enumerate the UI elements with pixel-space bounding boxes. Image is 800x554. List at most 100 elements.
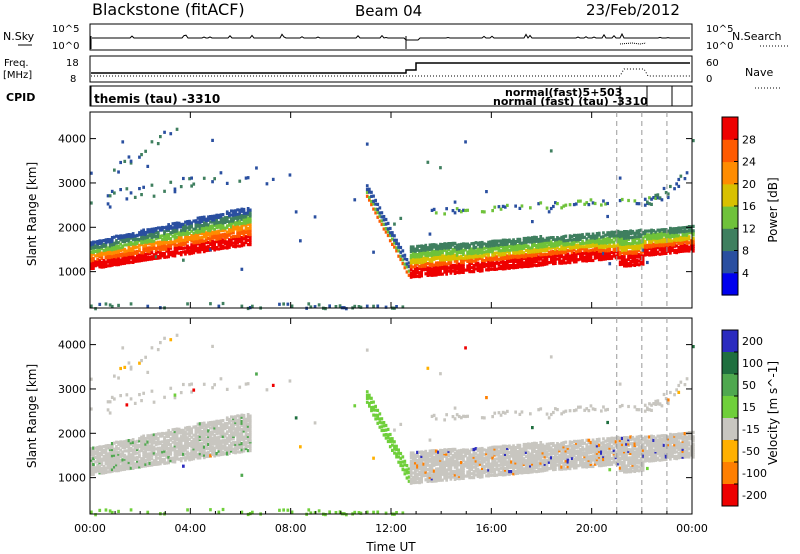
velocity-cell: [117, 466, 120, 470]
power-cell: [683, 239, 687, 243]
velocity-cell: [171, 428, 175, 432]
power-cell: [677, 250, 681, 254]
velocity-cell: [96, 456, 99, 460]
power-cell: [585, 237, 589, 241]
power-cell: [244, 216, 248, 221]
velocity-cell: [182, 430, 185, 434]
power-cell: [146, 228, 150, 232]
velocity-cell: [152, 439, 156, 443]
power-cell: [186, 244, 189, 248]
power-cell: [207, 215, 210, 219]
power-cell: [591, 252, 595, 256]
velocity-cell: [380, 417, 384, 421]
velocity-cell: [144, 450, 147, 454]
power-cell: [205, 217, 208, 221]
power-cell: [159, 240, 162, 244]
power-cell: [424, 253, 428, 258]
velocity-cell: [165, 455, 168, 459]
power-cell: [110, 254, 114, 258]
power-cell: [403, 262, 407, 266]
power-cell: [265, 182, 269, 186]
power-cell: [608, 256, 612, 261]
power-cell: [209, 240, 212, 245]
power-cell: [593, 244, 597, 248]
power-cell: [98, 261, 102, 266]
velocity-cell: [430, 473, 434, 477]
power-cell: [123, 247, 127, 251]
power-cell: [418, 252, 421, 256]
power-cell: [374, 211, 377, 215]
velocity-cell: [451, 475, 455, 479]
velocity-cell: [503, 462, 507, 467]
power-cell: [161, 241, 164, 246]
velocity-cell: [236, 428, 239, 432]
power-cell: [221, 244, 225, 248]
velocity-cell: [173, 454, 177, 458]
power-cell: [689, 243, 693, 247]
power-cell: [242, 229, 246, 233]
velocity-cell: [207, 446, 210, 450]
power-cell: [441, 262, 444, 266]
power-cell: [608, 237, 612, 241]
power-cell: [620, 249, 624, 253]
power-cell: [238, 232, 242, 236]
velocity-cell: [290, 510, 294, 514]
velocity-cell: [365, 348, 369, 352]
velocity-cell: [173, 460, 177, 464]
power-cell: [506, 240, 509, 244]
power-cell: [236, 216, 239, 220]
velocity-cell: [403, 459, 407, 463]
velocity-cell: [430, 479, 434, 483]
velocity-cell: [411, 463, 415, 467]
velocity-cell: [215, 419, 219, 423]
velocity-cell: [503, 458, 507, 462]
velocity-cell: [136, 459, 139, 463]
power-cell: [225, 219, 229, 223]
velocity-cell: [393, 444, 396, 448]
power-cell: [570, 258, 574, 262]
power-cell: [169, 180, 173, 184]
power-cell: [470, 254, 474, 258]
power-cell: [535, 253, 538, 257]
power-cell: [407, 261, 411, 265]
velocity-cell: [503, 454, 507, 459]
velocity-cell: [242, 449, 246, 453]
power-cell: [200, 247, 204, 252]
velocity-cell: [196, 430, 200, 434]
power-cell: [577, 199, 580, 203]
power-cell: [129, 252, 133, 256]
velocity-cell: [100, 453, 104, 457]
power-cell: [539, 239, 543, 243]
velocity-cell: [142, 447, 145, 451]
velocity-cell: [225, 387, 229, 391]
power-cell: [213, 227, 216, 231]
power-cell: [491, 246, 494, 250]
velocity-cell: [246, 413, 250, 417]
velocity-cell: [192, 455, 196, 459]
velocity-cell: [230, 445, 233, 449]
velocity-cell: [439, 450, 442, 454]
power-cell: [110, 259, 114, 263]
velocity-cell: [499, 461, 503, 465]
power-cell: [382, 218, 386, 222]
power-cell: [495, 257, 499, 262]
velocity-cell: [236, 414, 239, 418]
power-cell: [223, 246, 227, 250]
power-cell: [687, 227, 691, 231]
power-cell: [606, 239, 609, 243]
power-cell: [522, 244, 526, 248]
power-cell: [650, 231, 653, 235]
power-cell: [560, 245, 563, 249]
velocity-cell: [294, 416, 298, 420]
velocity-cell: [177, 441, 181, 445]
power-cell: [485, 262, 488, 266]
velocity-cell: [223, 442, 227, 447]
power-cell: [579, 255, 582, 259]
velocity-cell: [115, 456, 118, 460]
velocity-cell: [391, 437, 394, 441]
power-cell: [196, 240, 200, 244]
power-cell: [658, 252, 662, 256]
power-cell: [685, 247, 689, 251]
power-cell: [165, 237, 168, 241]
velocity-cell: [108, 446, 112, 450]
